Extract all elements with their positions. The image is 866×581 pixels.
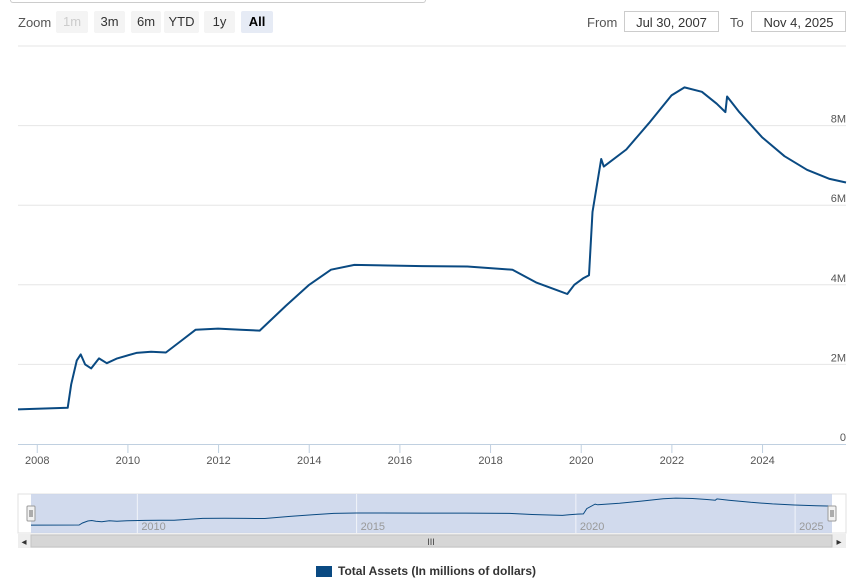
to-label: To <box>730 15 744 30</box>
navigator-tick-label: 2015 <box>361 521 385 533</box>
handle-body <box>827 505 837 522</box>
navigator-tick-label: 2010 <box>141 521 165 533</box>
x-tick-label: 2020 <box>569 455 593 467</box>
zoom-button-6m[interactable]: 6m <box>131 11 161 33</box>
from-label: From <box>587 15 618 30</box>
top-frame-edge <box>10 0 426 3</box>
from-date-input[interactable]: Jul 30, 2007 <box>624 11 719 32</box>
x-tick-label: 2008 <box>25 455 49 467</box>
scrollbar-grip: III <box>427 537 435 547</box>
x-tick-label: 2022 <box>660 455 684 467</box>
zoom-button-1m: 1m <box>56 11 88 33</box>
y-tick-label: 8M <box>831 114 846 126</box>
navigator-series-line <box>30 497 833 526</box>
zoom-button-3m[interactable]: 3m <box>94 11 125 33</box>
x-tick-label: 2012 <box>206 455 230 467</box>
chart-svg: 0 2M 4M 6M 8M 2008 2010 2012 2014 2016 2018 2020 202… <box>17 45 847 548</box>
navigator-left-handle[interactable] <box>26 505 36 522</box>
zoom-button-all[interactable]: All <box>241 11 273 33</box>
x-tick-label: 2016 <box>388 455 412 467</box>
scrollbar-right-arrow[interactable]: ▸ <box>836 537 841 548</box>
scrollbar-thumb[interactable] <box>30 534 833 548</box>
y-tick-label: 0 <box>840 432 846 444</box>
scrollbar-left-arrow[interactable]: ◂ <box>21 537 26 548</box>
handle-body <box>26 505 36 522</box>
y-tick-label: 4M <box>831 273 846 285</box>
legend-swatch <box>316 565 332 577</box>
x-tick-label: 2024 <box>750 455 774 467</box>
navigator-right-handle[interactable] <box>827 505 837 522</box>
y-tick-label: 2M <box>831 352 846 364</box>
x-tick-label: 2014 <box>297 455 321 467</box>
x-tick-label: 2010 <box>116 455 140 467</box>
zoom-button-ytd[interactable]: YTD <box>164 11 199 33</box>
navigator-tick-label: 2025 <box>799 521 823 533</box>
to-date-input[interactable]: Nov 4, 2025 <box>751 11 846 32</box>
y-tick-label: 6M <box>831 193 846 205</box>
series-line-total-assets <box>17 86 847 411</box>
legend-item[interactable]: Total Assets (In millions of dollars) <box>316 564 536 578</box>
navigator-tick-label: 2020 <box>580 521 604 533</box>
zoom-label: Zoom <box>18 15 52 30</box>
zoom-button-1y[interactable]: 1y <box>204 11 235 33</box>
legend-label: Total Assets (In millions of dollars) <box>338 564 537 578</box>
x-tick-label: 2018 <box>478 455 502 467</box>
